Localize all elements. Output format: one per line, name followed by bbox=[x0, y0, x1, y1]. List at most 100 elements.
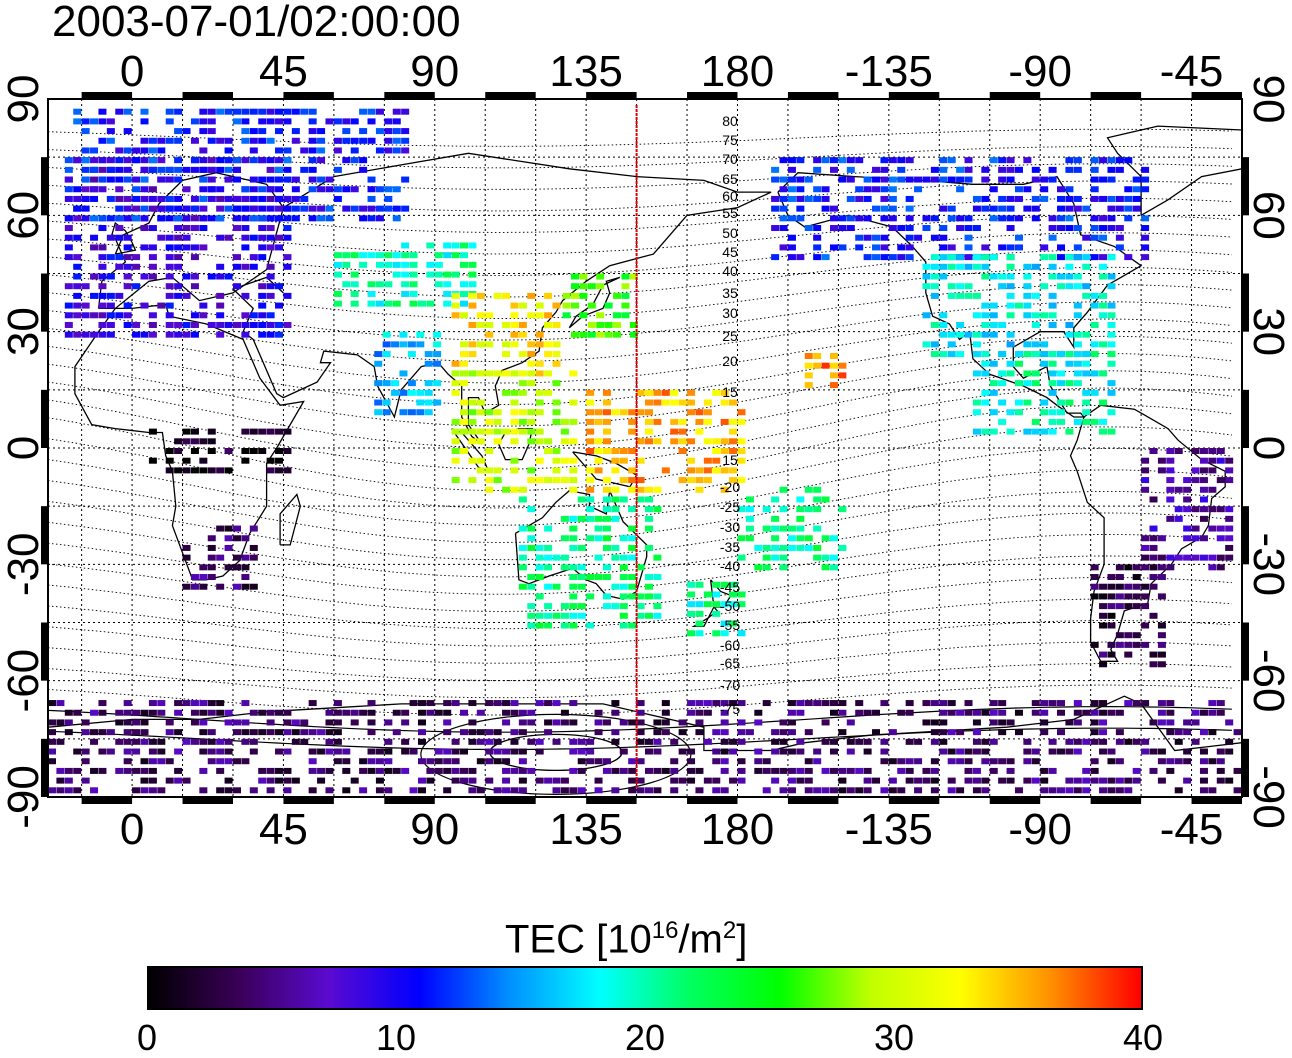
tec-cell bbox=[308, 137, 317, 144]
tec-cell bbox=[1157, 651, 1166, 658]
tec-cell bbox=[417, 700, 426, 707]
tec-cell bbox=[1141, 603, 1150, 610]
tec-cell bbox=[829, 157, 838, 164]
tec-cell bbox=[140, 302, 149, 309]
tec-cell bbox=[972, 370, 981, 377]
tec-cell bbox=[720, 767, 729, 774]
tec-cell bbox=[829, 709, 838, 716]
tec-cell bbox=[1141, 583, 1150, 590]
tec-cell bbox=[670, 399, 679, 406]
tec-cell bbox=[544, 729, 553, 736]
tec-cell bbox=[249, 428, 258, 435]
tec-cell bbox=[375, 777, 384, 784]
tec-cell bbox=[468, 719, 477, 726]
tec-cell bbox=[586, 399, 595, 406]
x-tick-bottom: 180 bbox=[701, 805, 774, 854]
tec-cell bbox=[527, 709, 536, 716]
tec-cell bbox=[317, 767, 326, 774]
tec-cell bbox=[527, 544, 536, 551]
tec-cell bbox=[1174, 729, 1183, 736]
tec-cell bbox=[165, 254, 174, 261]
tec-cell bbox=[73, 787, 82, 794]
tec-cell bbox=[535, 612, 544, 619]
tec-cell bbox=[964, 767, 973, 774]
tec-cell bbox=[165, 263, 174, 270]
tec-cell bbox=[939, 700, 948, 707]
tec-cell bbox=[258, 157, 267, 164]
tec-cell bbox=[939, 748, 948, 755]
tec-cell bbox=[703, 438, 712, 445]
tec-cell bbox=[653, 486, 662, 493]
tec-cell bbox=[1208, 554, 1217, 561]
tec-cell bbox=[132, 767, 141, 774]
tec-cell bbox=[367, 195, 376, 202]
tec-cell bbox=[1141, 467, 1150, 474]
tec-cell bbox=[460, 399, 469, 406]
tec-cell bbox=[989, 409, 998, 416]
tec-cell bbox=[813, 787, 822, 794]
tec-cell bbox=[148, 273, 157, 280]
tec-cell bbox=[232, 176, 241, 183]
tec-cell bbox=[308, 128, 317, 135]
tec-cell bbox=[1073, 195, 1082, 202]
tec-cell bbox=[1099, 748, 1108, 755]
tec-cell bbox=[90, 273, 99, 280]
tec-cell bbox=[460, 409, 469, 416]
tec-cell bbox=[629, 321, 638, 328]
tec-cell bbox=[855, 767, 864, 774]
tec-cell bbox=[333, 700, 342, 707]
tec-cell bbox=[1225, 544, 1234, 551]
tec-cell bbox=[1065, 748, 1074, 755]
tec-cell bbox=[577, 574, 586, 581]
tec-cell bbox=[1149, 535, 1158, 542]
contour-label-north: 50 bbox=[722, 225, 738, 241]
tec-cell bbox=[544, 583, 553, 590]
tec-cell bbox=[1166, 554, 1175, 561]
tec-cell bbox=[275, 128, 284, 135]
tec-cell bbox=[275, 205, 284, 212]
tec-cell bbox=[947, 292, 956, 299]
tec-cell bbox=[972, 254, 981, 261]
tec-cell bbox=[1073, 302, 1082, 309]
tec-cell bbox=[416, 341, 425, 348]
tec-cell bbox=[771, 496, 780, 503]
tec-cell bbox=[174, 467, 183, 474]
tec-cell bbox=[1090, 176, 1099, 183]
tec-cell bbox=[1090, 292, 1099, 299]
tec-cell bbox=[989, 215, 998, 222]
tec-cell bbox=[502, 370, 511, 377]
tec-cell bbox=[115, 767, 124, 774]
tec-cell bbox=[182, 467, 191, 474]
tec-cell bbox=[106, 748, 115, 755]
tec-cell bbox=[888, 205, 897, 212]
tec-cell bbox=[518, 321, 527, 328]
tec-cell bbox=[216, 186, 225, 193]
tec-cell bbox=[182, 428, 191, 435]
tec-cell bbox=[249, 254, 258, 261]
tec-cell bbox=[737, 700, 746, 707]
tec-cell bbox=[182, 234, 191, 241]
tec-cell bbox=[157, 700, 166, 707]
tec-cell bbox=[493, 438, 502, 445]
tec-cell bbox=[703, 601, 712, 608]
tec-cell bbox=[712, 748, 721, 755]
tec-cell bbox=[249, 583, 258, 590]
tec-cell bbox=[148, 758, 157, 765]
tec-cell bbox=[762, 506, 771, 513]
tec-cell bbox=[989, 380, 998, 387]
tec-cell bbox=[930, 166, 939, 173]
tec-cell bbox=[804, 767, 813, 774]
tec-cell bbox=[291, 205, 300, 212]
tec-cell bbox=[1006, 215, 1015, 222]
tec-cell bbox=[115, 108, 124, 115]
tec-cell bbox=[544, 351, 553, 358]
tec-cell bbox=[1031, 321, 1040, 328]
tec-cell bbox=[981, 748, 990, 755]
tec-cell bbox=[720, 467, 729, 474]
tec-cell bbox=[283, 215, 292, 222]
tec-cell bbox=[115, 195, 124, 202]
tec-cell bbox=[132, 321, 141, 328]
tec-cell bbox=[424, 399, 433, 406]
tec-cell bbox=[880, 787, 889, 794]
tec-cell bbox=[451, 252, 460, 259]
